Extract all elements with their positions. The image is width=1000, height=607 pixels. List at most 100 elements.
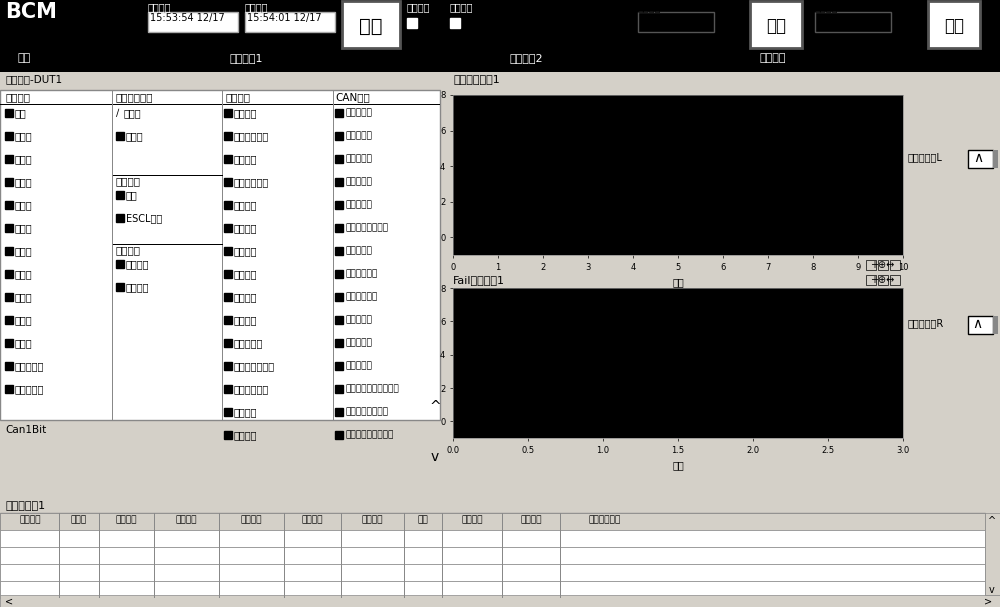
Text: ^: ^ — [988, 516, 996, 526]
Bar — [968, 150, 993, 168]
Text: 后右门状态: 后右门状态 — [345, 338, 372, 347]
Bar — [442, 581, 443, 598]
Text: 转向灯危险灯状态: 转向灯危险灯状态 — [345, 223, 388, 232]
Text: 雨刮洗涤部分: 雨刮洗涤部分 — [115, 92, 152, 102]
Bar — [0, 547, 985, 564]
Bar — [99, 530, 100, 547]
Text: v: v — [989, 585, 995, 595]
Bar — [5, 293, 13, 301]
Text: 后备箱开锁: 后备箱开锁 — [234, 338, 263, 348]
Text: 超车灯: 超车灯 — [15, 315, 33, 325]
Bar — [502, 513, 503, 530]
Bar — [5, 178, 13, 186]
Bar — [342, 1, 400, 48]
Text: 序列号: 序列号 — [71, 515, 87, 524]
Bar — [5, 109, 13, 117]
Text: >: > — [984, 596, 992, 606]
Bar — [335, 201, 343, 209]
Text: 测试状态1: 测试状态1 — [638, 2, 668, 12]
Text: 单步模式: 单步模式 — [450, 2, 474, 12]
Text: 遥控闭锁: 遥控闭锁 — [234, 246, 258, 256]
Bar — [284, 564, 285, 581]
Text: 停车开锁: 停车开锁 — [234, 315, 258, 325]
Text: CAN通讯: CAN通讯 — [335, 92, 370, 102]
Text: 遥控寻车: 遥控寻车 — [234, 407, 258, 417]
Text: 测试时间: 测试时间 — [116, 515, 137, 524]
Bar — [224, 362, 232, 370]
Text: 日间行车灯: 日间行车灯 — [15, 384, 44, 394]
Text: 测试动作: 测试动作 — [302, 515, 323, 524]
Bar — [866, 260, 876, 270]
Bar — [335, 132, 343, 140]
Text: 中控开锁: 中控开锁 — [234, 154, 258, 164]
Bar — [341, 581, 342, 598]
Bar — [113, 244, 223, 245]
Text: 遥控中控保护: 遥控中控保护 — [234, 384, 269, 394]
Bar — [245, 12, 335, 32]
Text: 评价标准: 评价标准 — [362, 515, 383, 524]
Text: 前雾灯状态: 前雾灯状态 — [345, 200, 372, 209]
Bar — [5, 201, 13, 209]
Text: 后雾灯状态: 后雾灯状态 — [345, 177, 372, 186]
Bar — [502, 530, 503, 547]
Bar — [0, 0, 1000, 50]
Bar — [335, 362, 343, 370]
Bar — [335, 385, 343, 393]
Text: 0.0: 0.0 — [718, 13, 736, 23]
Bar — [5, 224, 13, 232]
Bar — [341, 530, 342, 547]
Text: 小灯: 小灯 — [15, 108, 27, 118]
Text: 停止: 停止 — [944, 17, 964, 35]
Text: +⊕↔: +⊕↔ — [870, 275, 894, 285]
Bar — [154, 547, 155, 564]
Text: 正常唤醒: 正常唤醒 — [126, 282, 150, 292]
Bar — [442, 564, 443, 581]
Bar — [224, 178, 232, 186]
Text: 小灯继电器L: 小灯继电器L — [908, 152, 943, 162]
Bar — [560, 564, 561, 581]
Bar — [5, 316, 13, 324]
Text: 安全报警: 安全报警 — [116, 176, 141, 186]
Text: 位置灯状态: 位置灯状态 — [345, 131, 372, 140]
Bar — [0, 564, 985, 581]
Text: 0.0: 0.0 — [893, 13, 911, 23]
Text: 测试时间1: 测试时间1 — [718, 2, 748, 12]
Text: 后雾灯: 后雾灯 — [15, 223, 33, 233]
Bar — [224, 132, 232, 140]
Bar — [993, 150, 998, 168]
Bar — [335, 339, 343, 347]
Text: 远光灯: 远光灯 — [15, 292, 33, 302]
Bar — [284, 530, 285, 547]
Text: 当前时间: 当前时间 — [245, 2, 268, 12]
Text: 中控触发开关: 中控触发开关 — [234, 177, 269, 187]
Bar — [99, 564, 100, 581]
Text: ^: ^ — [429, 400, 441, 414]
Bar — [0, 104, 440, 105]
Text: 测试项目: 测试项目 — [176, 515, 197, 524]
Text: ∕: ∕ — [116, 108, 119, 118]
Bar — [404, 513, 405, 530]
Text: 测试时间2: 测试时间2 — [893, 2, 923, 12]
Text: 伴我回家灯: 伴我回家灯 — [15, 361, 44, 371]
Text: 测试结果-DUT1: 测试结果-DUT1 — [5, 74, 62, 84]
Bar — [5, 339, 13, 347]
Bar — [341, 547, 342, 564]
Bar — [224, 385, 232, 393]
Text: 碰撞解锁: 碰撞解锁 — [234, 200, 258, 210]
Bar — [335, 316, 343, 324]
Bar — [5, 270, 13, 278]
Bar — [0, 513, 985, 530]
Text: 测试项波形图1: 测试项波形图1 — [453, 74, 500, 84]
Bar — [116, 283, 124, 291]
Bar — [224, 270, 232, 278]
Text: 设置: 设置 — [18, 53, 31, 63]
Bar — [815, 12, 891, 32]
Text: ∧: ∧ — [972, 317, 982, 331]
Bar — [335, 293, 343, 301]
Text: 钥匙灯: 钥匙灯 — [15, 200, 33, 210]
Text: 15:53:54 12/17: 15:53:54 12/17 — [150, 13, 225, 23]
Bar — [224, 339, 232, 347]
X-axis label: 时间: 时间 — [672, 460, 684, 470]
Bar — [5, 132, 13, 140]
Bar — [341, 564, 342, 581]
